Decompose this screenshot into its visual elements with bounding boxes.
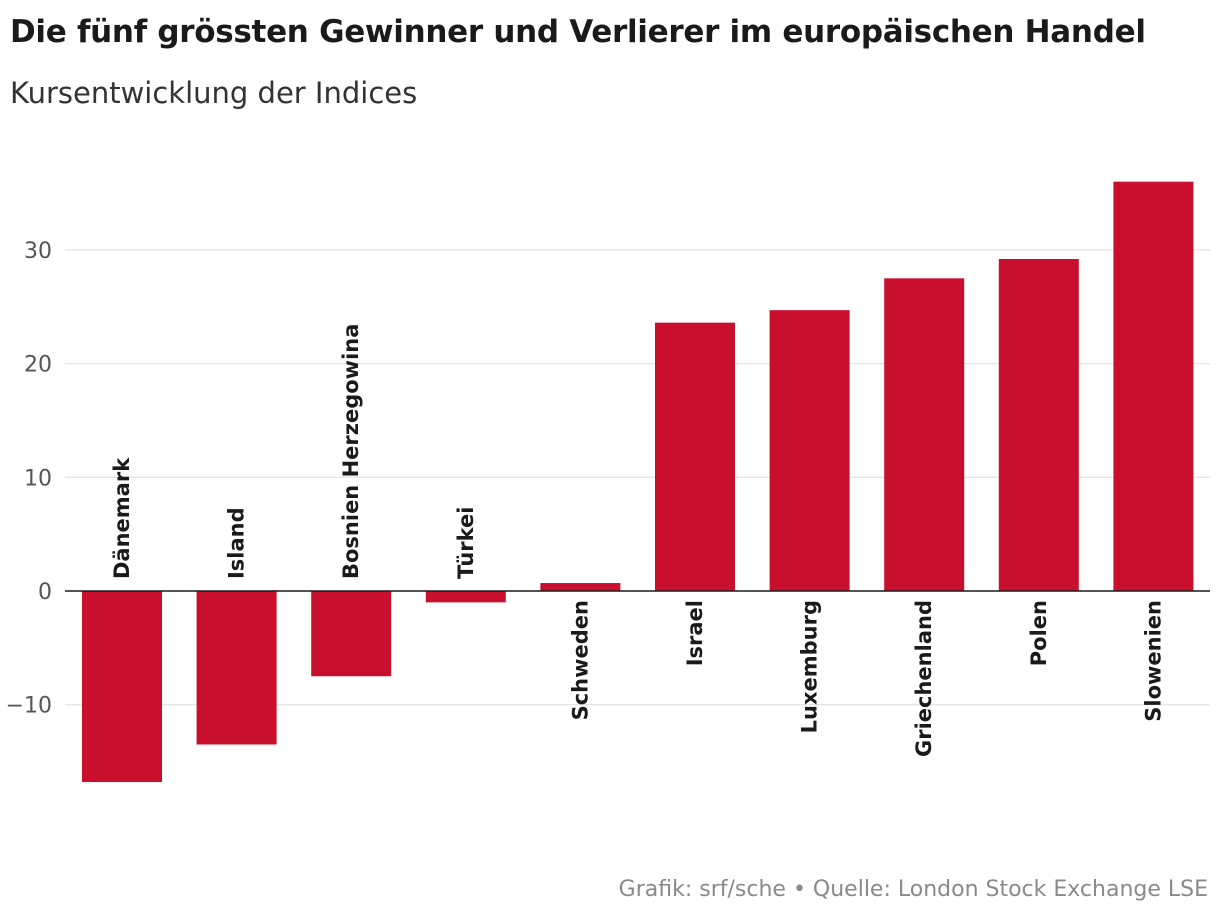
- category-label: Bosnien Herzegowina: [339, 324, 363, 579]
- category-labels: Dänemark Island Bosnien Herzegowina Türkei S…: [110, 324, 1165, 757]
- y-axis-ticks: 30 20 10 0 −10: [6, 239, 52, 719]
- category-label: Griechenland: [912, 600, 936, 757]
- bar: [540, 583, 621, 591]
- bar: [998, 258, 1079, 591]
- bar: [196, 591, 277, 745]
- category-label: Türkei: [454, 507, 478, 579]
- bar: [311, 591, 392, 677]
- y-tick-label: 10: [24, 466, 52, 491]
- category-label: Island: [225, 507, 249, 579]
- y-tick-label: 30: [24, 239, 52, 264]
- category-label: Slowenien: [1141, 600, 1165, 722]
- category-label: Polen: [1027, 600, 1051, 666]
- y-tick-label: 0: [38, 580, 52, 605]
- chart-subtitle: Kursentwicklung der Indices: [10, 76, 418, 110]
- bar: [655, 322, 735, 591]
- bar: [1113, 181, 1194, 591]
- bar: [884, 278, 965, 591]
- category-label: Israel: [683, 600, 707, 666]
- y-tick-label: 20: [24, 353, 52, 378]
- category-label: Luxemburg: [798, 600, 822, 733]
- bars: [82, 181, 1194, 783]
- category-label: Dänemark: [110, 457, 134, 579]
- bar: [769, 310, 850, 591]
- chart-title: Die fünf grössten Gewinner und Verlierer…: [10, 14, 1146, 50]
- y-tick-label: −10: [6, 694, 52, 719]
- bar: [82, 591, 162, 783]
- chart-source: Grafik: srf/sche • Quelle: London Stock …: [618, 877, 1208, 902]
- category-label: Schweden: [568, 600, 592, 720]
- bar: [425, 591, 506, 603]
